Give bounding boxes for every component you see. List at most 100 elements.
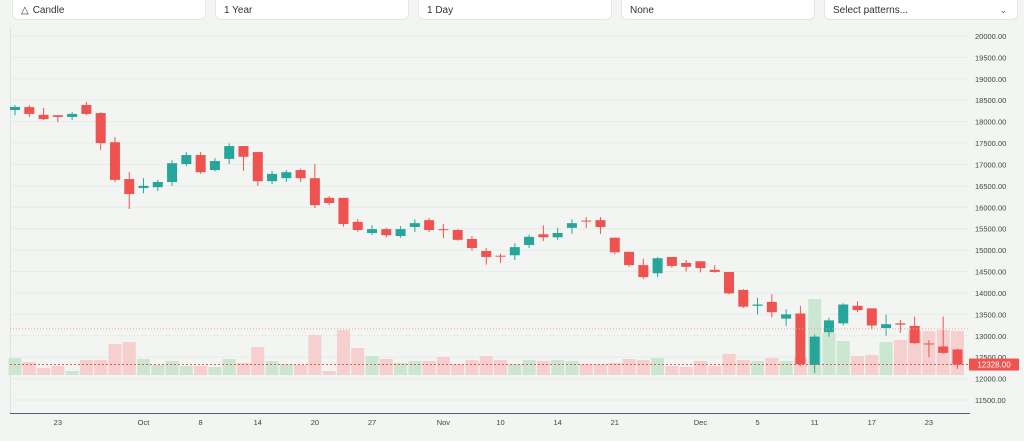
volume-bar bbox=[222, 359, 236, 375]
candle bbox=[95, 112, 106, 150]
volume-bar bbox=[636, 360, 650, 375]
volume-bar bbox=[251, 347, 265, 375]
patterns-select[interactable]: Select patterns... ⌄ bbox=[824, 0, 1018, 20]
volume-bar bbox=[8, 358, 22, 375]
candle bbox=[595, 217, 606, 234]
y-tick-label: 18500.00 bbox=[975, 96, 1006, 105]
y-tick-label: 12500.00 bbox=[975, 353, 1006, 362]
candle-body bbox=[481, 250, 492, 257]
volume-bar bbox=[708, 366, 722, 375]
volume-bar bbox=[522, 360, 536, 375]
candle-body bbox=[524, 236, 535, 245]
candle-body bbox=[395, 229, 406, 236]
volume-bar bbox=[465, 360, 479, 375]
volume-bar bbox=[551, 360, 565, 375]
candle-body bbox=[424, 220, 435, 230]
volume-bar bbox=[565, 361, 579, 375]
candle bbox=[267, 170, 278, 185]
volume-bar bbox=[508, 364, 522, 375]
candle-body bbox=[224, 146, 235, 159]
candle-body bbox=[295, 170, 306, 179]
candle-body bbox=[938, 346, 949, 353]
candle bbox=[209, 158, 220, 172]
volume-bar bbox=[836, 341, 850, 375]
candle bbox=[681, 259, 692, 272]
candle bbox=[138, 178, 149, 194]
volume-bar bbox=[51, 366, 65, 375]
volume-bar bbox=[22, 362, 36, 375]
x-tick-label: 20 bbox=[311, 418, 319, 427]
candle-body bbox=[409, 223, 420, 227]
candle bbox=[409, 219, 420, 233]
range-select[interactable]: 1 Year bbox=[215, 0, 409, 20]
candle-body bbox=[381, 229, 392, 236]
candle bbox=[566, 219, 577, 234]
volume-bar bbox=[736, 360, 750, 375]
candle bbox=[809, 334, 820, 374]
interval-select[interactable]: 1 Day bbox=[418, 0, 612, 20]
candle-body bbox=[652, 258, 663, 274]
volume-bar bbox=[893, 340, 907, 375]
candle bbox=[923, 340, 934, 358]
indicator-select[interactable]: None bbox=[621, 0, 815, 20]
volume-bar bbox=[108, 344, 122, 375]
last-price-badge bbox=[969, 358, 1019, 371]
candle-body bbox=[109, 142, 120, 180]
volume-bar bbox=[751, 361, 765, 375]
candle bbox=[866, 308, 877, 330]
candle bbox=[795, 305, 806, 366]
x-tick-label: 17 bbox=[868, 418, 876, 427]
candle-body bbox=[823, 320, 834, 333]
candle bbox=[624, 251, 635, 267]
candle-body bbox=[124, 179, 135, 195]
volume-bar bbox=[765, 358, 779, 375]
chart-type-select[interactable]: △ Candle bbox=[12, 0, 206, 20]
candle bbox=[52, 115, 63, 123]
candle-body bbox=[138, 185, 149, 189]
candle-body bbox=[267, 173, 278, 182]
chevron-down-icon: ⌄ bbox=[999, 4, 1007, 15]
candle-body bbox=[52, 115, 63, 117]
indicator-label: None bbox=[630, 4, 654, 16]
candle-body bbox=[881, 324, 892, 329]
volume-bar bbox=[79, 360, 93, 375]
candle bbox=[238, 146, 249, 171]
volume-bar bbox=[279, 364, 293, 375]
candle-body bbox=[724, 271, 734, 294]
y-tick-label: 20000.00 bbox=[975, 32, 1006, 41]
y-tick-label: 12000.00 bbox=[975, 375, 1006, 384]
candle bbox=[909, 316, 920, 345]
volume-bar bbox=[165, 361, 179, 375]
volume-bar bbox=[94, 360, 108, 375]
candle-body bbox=[738, 289, 749, 307]
candle bbox=[167, 160, 178, 186]
candle-body bbox=[566, 223, 577, 228]
interval-label: 1 Day bbox=[427, 4, 454, 16]
volume-bar bbox=[394, 363, 408, 375]
range-label: 1 Year bbox=[224, 4, 253, 16]
candle bbox=[724, 271, 734, 295]
candle bbox=[652, 256, 663, 278]
candle bbox=[738, 289, 749, 308]
candle-body bbox=[10, 107, 20, 110]
candle bbox=[466, 235, 477, 251]
volume-bar bbox=[451, 364, 465, 375]
x-tick-label: 10 bbox=[496, 418, 504, 427]
candle bbox=[381, 227, 392, 238]
y-tick-label: 14000.00 bbox=[975, 289, 1006, 298]
candle-body bbox=[167, 163, 178, 183]
volume-bar bbox=[422, 361, 436, 375]
candle-body bbox=[781, 314, 792, 319]
candle bbox=[252, 152, 263, 186]
y-tick-label: 11500.00 bbox=[975, 396, 1006, 405]
volume-bar bbox=[622, 359, 636, 375]
y-tick-label: 19500.00 bbox=[975, 53, 1006, 62]
volume-bar bbox=[665, 366, 679, 375]
candle-body bbox=[309, 178, 320, 206]
volume-bar bbox=[179, 366, 193, 375]
candle-body bbox=[352, 221, 363, 230]
candle-body bbox=[866, 308, 877, 326]
candle bbox=[295, 168, 306, 183]
candle bbox=[324, 196, 335, 206]
